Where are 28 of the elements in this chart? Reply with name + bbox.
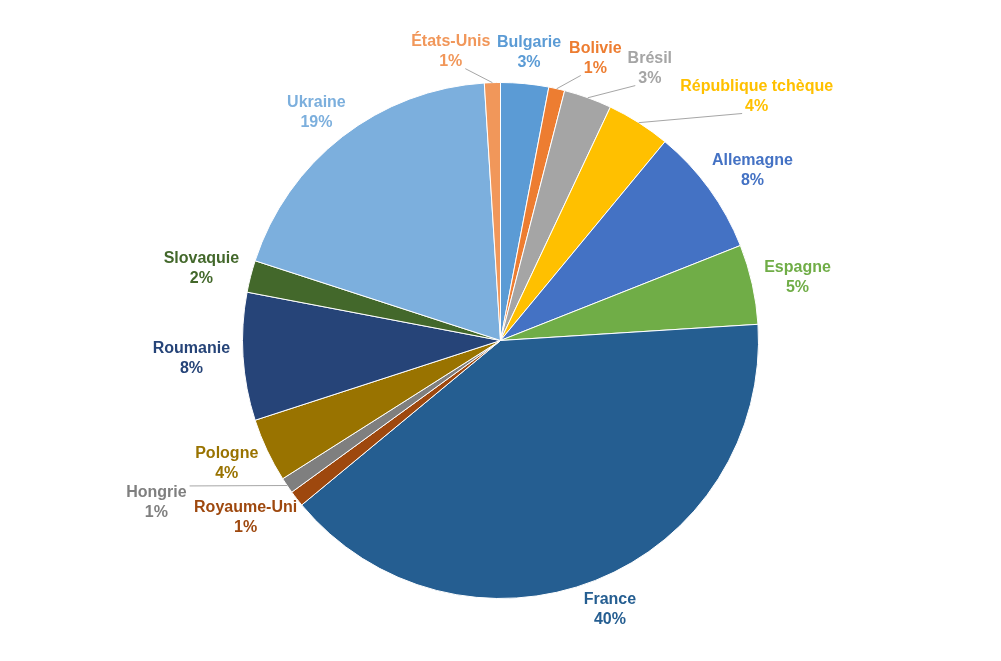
data-label: 4% (215, 463, 239, 481)
slice-label: États-Unis (411, 31, 491, 50)
data-label: 1% (234, 518, 258, 536)
data-label: 40% (593, 609, 626, 627)
slice-label: Bulgarie (497, 33, 562, 51)
data-label: 1% (144, 503, 168, 521)
data-label: 19% (300, 112, 333, 130)
slice-label: République tchèque (680, 76, 834, 94)
data-label: 3% (638, 68, 662, 86)
slice-label: Hongrie (126, 483, 187, 501)
data-label: 5% (785, 277, 810, 295)
slice-label: Allemagne (712, 151, 794, 169)
slice-label: Bolivie (569, 38, 622, 56)
slice-label: Pologne (195, 443, 259, 461)
slice-label: Espagne (764, 257, 831, 275)
slice-label: France (583, 589, 637, 607)
data-label: 8% (740, 171, 765, 189)
slice-label: Ukraine (287, 92, 346, 110)
data-label: 8% (179, 359, 203, 377)
data-label: 1% (583, 58, 607, 76)
data-label: 2% (189, 269, 213, 287)
slice-label: Roumanie (152, 339, 231, 357)
slice-label: Slovaquie (163, 249, 240, 267)
slice-label: Brésil (627, 48, 673, 66)
data-label: 1% (439, 52, 463, 70)
data-label: 4% (745, 96, 769, 114)
data-label: 3% (517, 53, 541, 71)
slice-label: Royaume-Uni (194, 498, 298, 516)
